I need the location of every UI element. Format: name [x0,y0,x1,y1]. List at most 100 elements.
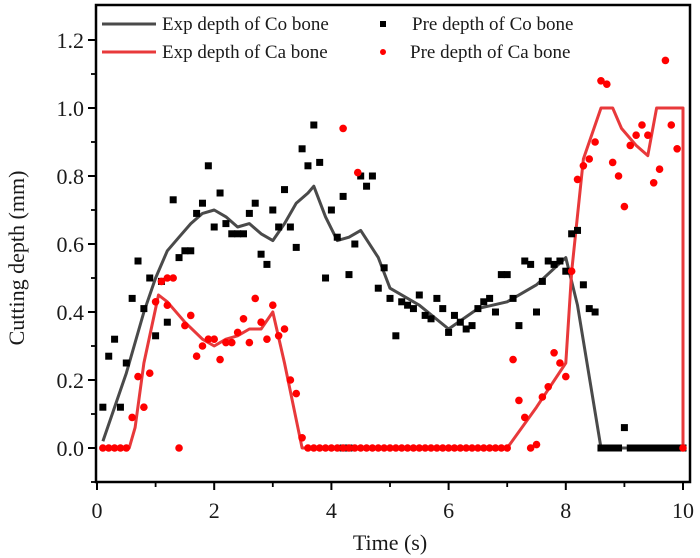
legend-label-exp-ca: Exp depth of Ca bone [162,42,328,63]
legend-marker-pre-ca [380,49,386,55]
data-point-ca [491,444,500,452]
data-point-ca [286,376,295,384]
data-point-co [392,332,400,340]
data-point-ca [192,352,201,361]
data-point-co [550,260,558,268]
data-point-co [568,230,576,238]
data-point-ca [128,413,136,422]
data-point-ca [339,444,347,452]
data-point-co [491,308,499,316]
data-point-ca [198,342,207,350]
data-point-ca [479,444,488,452]
data-point-co [515,322,523,330]
data-point-ca [403,444,412,452]
data-point-ca [532,440,541,449]
data-point-ca [345,444,353,452]
data-point-co [445,328,453,336]
data-point-ca [122,444,131,452]
y-axis-title: Cutting depth (mm) [4,171,29,346]
data-point-ca [456,444,465,452]
data-point-ca [485,444,494,452]
legend-label-pre-co: Pre depth of Co bone [412,14,573,35]
data-point-co [620,424,628,432]
data-point-ca [556,359,564,367]
data-point-ca [603,80,611,88]
data-point-ca [526,444,535,452]
data-point-ca [362,444,371,452]
data-point-co [204,162,212,170]
data-point-ca [626,141,635,150]
data-point-co [357,172,365,180]
data-point-ca [585,155,594,163]
data-point-co [105,352,113,360]
data-point-co [544,257,552,265]
x-tick-label: 4 [326,498,337,523]
data-point-co [480,298,488,306]
data-point-co [310,121,318,129]
y-tick-label: 0.4 [57,300,85,325]
data-point-ca [368,444,377,452]
data-point-co [140,305,148,313]
series-scatter [99,56,687,452]
data-point-co [292,243,300,251]
data-point-co [503,271,511,279]
y-tick-label: 1.0 [57,96,85,121]
data-point-co [99,403,107,411]
data-point-co [216,189,224,197]
data-point-ca [591,138,599,146]
data-point-ca [333,444,342,452]
data-point-co [632,444,640,452]
data-point-ca [263,335,271,344]
data-point-co [363,182,371,190]
data-point-ca [462,444,470,452]
data-point-ca [356,444,365,452]
x-tick-label: 8 [560,498,571,523]
data-point-co [450,311,458,319]
data-point-ca [163,301,172,310]
data-point-co [585,305,593,313]
data-point-co [234,230,242,238]
y-tick-label: 0.0 [57,436,85,461]
data-point-ca [380,444,388,452]
data-point-co [374,284,382,292]
data-point-co [327,206,335,214]
data-point-co [128,294,136,302]
data-point-ca [562,372,570,381]
data-point-co [322,274,330,282]
data-point-ca [269,301,277,310]
data-point-co [169,196,177,204]
data-point-co [538,277,546,285]
data-point-ca [298,434,306,442]
data-point-co [263,260,271,268]
data-point-co [527,260,535,268]
data-point-ca [140,403,148,412]
data-point-co [333,233,341,241]
data-point-co [533,308,540,316]
data-point-co [474,305,482,313]
data-point-ca [374,444,383,452]
data-point-ca [632,131,640,139]
data-point-co [245,209,253,217]
data-point-ca [421,444,429,452]
data-point-ca [673,145,681,153]
series-line-1 [102,106,685,450]
data-point-co [116,403,124,411]
data-point-ca [415,444,424,452]
data-point-ca [679,444,687,452]
data-point-ca [579,162,588,170]
data-point-co [222,220,230,228]
data-point-co [404,301,412,309]
data-point-ca [567,267,576,276]
data-point-ca [433,444,441,452]
data-point-co [134,257,142,265]
data-point-co [415,291,423,299]
data-point-co [656,444,664,452]
y-tick-label: 0.6 [57,232,85,257]
data-point-ca [99,444,107,452]
data-point-ca [655,165,664,173]
data-point-ca [515,396,523,405]
data-point-ca [667,121,676,129]
data-point-ca [509,355,517,364]
data-point-ca [638,121,646,129]
axis-ticks [88,39,684,490]
